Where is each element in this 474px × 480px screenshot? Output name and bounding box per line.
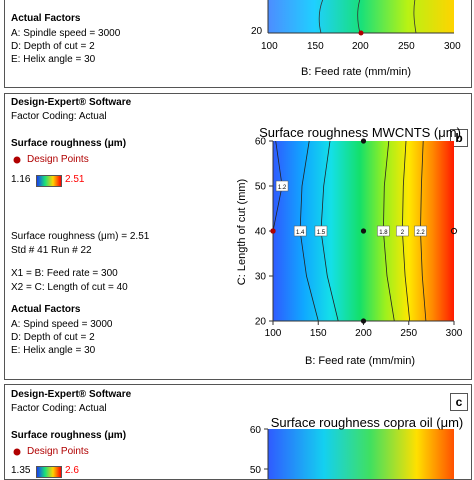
actual-factors-title: Actual Factors: [11, 304, 81, 315]
y-tick-label: 30: [255, 272, 267, 283]
design-point: [360, 228, 367, 234]
contour-label-box: [314, 225, 328, 237]
panel-c-heatmap: [268, 429, 454, 479]
panel-a-heatmap: [268, 0, 454, 33]
panel-c-badge: c: [450, 393, 468, 411]
actual-factor: D: Depth of cut = 2: [11, 332, 95, 343]
info-run: Std # 41 Run # 22: [11, 245, 92, 256]
actual-factor: A: Spind speed = 3000: [11, 319, 113, 330]
panel-c-title: Surface roughness copra oil (μm): [271, 415, 463, 430]
contour-label: 1.5: [317, 230, 326, 236]
software-name: Design-Expert® Software: [11, 97, 132, 108]
panel-a-factor: D: Depth of cut = 2: [11, 41, 95, 52]
panel-a-contour: [413, 0, 417, 34]
panel-a-x-tick: 250: [398, 41, 415, 52]
contour-label: 2: [401, 230, 405, 236]
range-min: 1.16: [11, 174, 31, 185]
x-tick-label: 300: [446, 328, 463, 339]
info-value: Surface roughness (μm) = 2.51: [11, 231, 150, 242]
panel-c-design-points-label: Design Points: [27, 446, 89, 457]
panel-a-y-tick: 20: [251, 26, 263, 37]
contour-label: 1.8: [379, 230, 388, 236]
panel-a-x-tick: 100: [261, 41, 278, 52]
design-points-label: Design Points: [27, 154, 89, 165]
x-tick-label: 250: [400, 328, 417, 339]
x2-setting: X2 = C: Length of cut = 40: [11, 282, 128, 293]
panel-a-x-tick: 300: [444, 41, 461, 52]
actual-factor: E: Helix angle = 30: [11, 345, 96, 356]
panel-c: c Design-Expert® Software Factor Coding:…: [4, 384, 472, 480]
response-title: Surface roughness (μm): [11, 138, 127, 149]
color-scale-bar: [36, 175, 62, 187]
contour-label-box: [293, 225, 307, 237]
panel-a-factor: E: Helix angle = 30: [11, 54, 96, 65]
x-tick-label: 200: [355, 328, 372, 339]
panel-c-y-tick: 50: [250, 465, 262, 476]
panel-c-coding: Factor Coding: Actual: [11, 403, 107, 414]
panel-c-range-max: 2.6: [65, 465, 79, 476]
panel-a-x-tick: 150: [307, 41, 324, 52]
contour-chart: Surface roughness MWCNTS (μm) C: Length …: [236, 125, 463, 367]
panel-c-software: Design-Expert® Software: [11, 389, 132, 400]
y-tick-label: 60: [255, 137, 267, 148]
panel-c-plot: Surface roughness copra oil (μm) 60 50: [250, 415, 463, 479]
design-point: [360, 138, 367, 144]
panel-a: Actual Factors A: Spindle speed = 3000 D…: [4, 0, 472, 88]
panel-c-design-point-icon: [13, 448, 21, 456]
contour-label-box: [377, 225, 390, 237]
panel-a-x-axis-label: B: Feed rate (mm/min): [301, 66, 412, 78]
panel-a-plot: [267, 0, 454, 36]
x-tick-label: 100: [265, 328, 282, 339]
design-point-highlight: [270, 228, 276, 234]
chart-title: Surface roughness MWCNTS (μm): [259, 125, 461, 140]
x-tick-label: 150: [310, 328, 327, 339]
contour-label: 1.2: [278, 185, 287, 191]
panel-c-range-min: 1.35: [11, 465, 31, 476]
design-point-legend-icon: [13, 156, 21, 164]
y-axis-label: C: Length of cut (mm): [236, 179, 248, 285]
contour-label-box: [414, 225, 427, 237]
panel-a-contour: [318, 0, 324, 34]
panel-b-badge: b: [450, 129, 468, 147]
y-tick-label: 40: [255, 227, 267, 238]
panel-a-design-point: [358, 30, 364, 36]
contour-label-box: [396, 225, 409, 237]
panel-a-factors-title: Actual Factors: [11, 13, 81, 24]
contour-label-box: [275, 180, 289, 192]
panel-a-factor: A: Spindle speed = 3000: [11, 28, 121, 39]
panel-b: b Design-Expert® Software Factor Coding:…: [4, 93, 472, 380]
range-max: 2.51: [65, 174, 85, 185]
contour-label: 1.4: [296, 230, 305, 236]
y-tick-label: 50: [255, 182, 267, 193]
y-tick-label: 20: [255, 317, 267, 328]
panel-a-x-tick: 200: [352, 41, 369, 52]
factor-coding: Factor Coding: Actual: [11, 111, 107, 122]
panel-a-contour: [357, 0, 361, 34]
design-point: [450, 227, 458, 235]
design-point: [360, 318, 367, 324]
panel-c-response-title: Surface roughness (μm): [11, 430, 127, 441]
panel-c-y-tick: 60: [250, 425, 262, 436]
x1-setting: X1 = B: Feed rate = 300: [11, 268, 118, 279]
x-axis-label: B: Feed rate (mm/min): [305, 355, 415, 367]
contour-label: 2.2: [416, 230, 425, 236]
